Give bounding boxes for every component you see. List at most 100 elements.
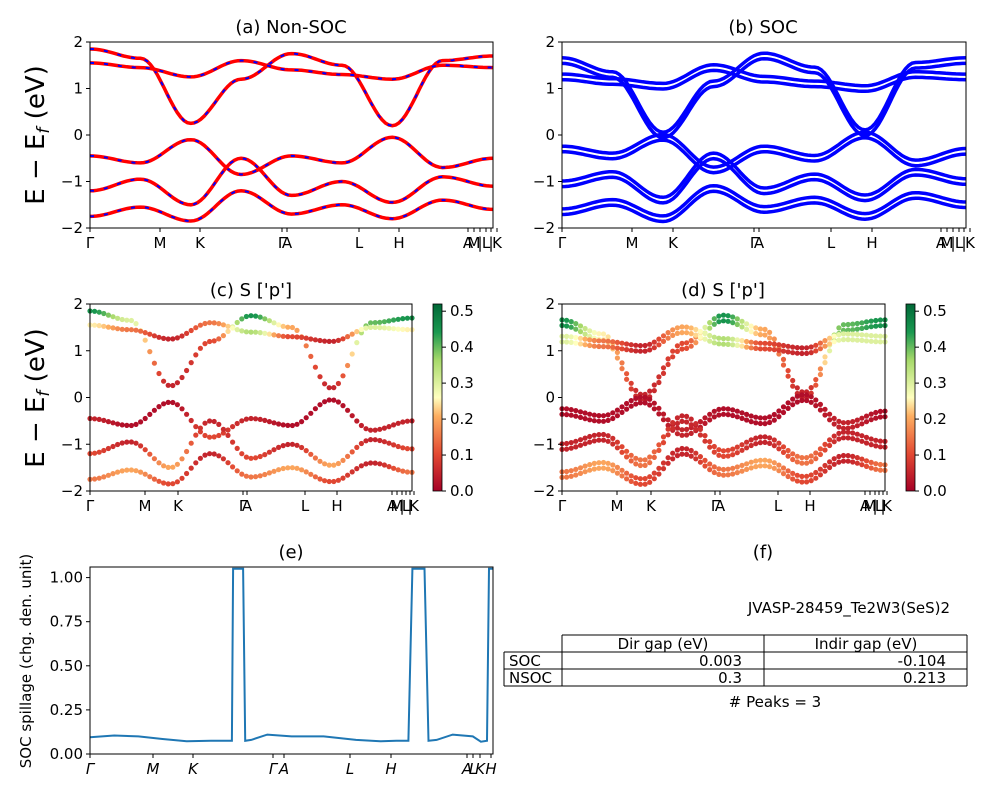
projection-point: [610, 344, 616, 350]
projection-point: [868, 338, 874, 344]
projection-point: [831, 333, 837, 339]
projection-point: [725, 341, 731, 347]
projection-point: [877, 323, 884, 329]
projection-point: [564, 317, 570, 323]
projection-point: [568, 412, 574, 418]
projection-point: [651, 470, 657, 476]
projection-point: [614, 339, 621, 345]
projection-point: [771, 347, 777, 353]
projection-point: [253, 455, 259, 461]
projection-point: [610, 462, 616, 468]
projection-point: [716, 466, 722, 472]
projection-point: [266, 318, 272, 324]
projection-point: [877, 438, 884, 444]
projection-point: [780, 356, 787, 362]
projection-point: [817, 472, 824, 478]
projection-point: [845, 435, 851, 441]
projection-point: [827, 335, 833, 341]
projection-point: [739, 410, 745, 416]
colorbar-tick-label: 0.3: [450, 374, 474, 392]
projection-point: [381, 325, 387, 331]
x-tick-label: M: [154, 234, 167, 252]
projection-point: [748, 345, 754, 351]
projection-point: [110, 314, 116, 320]
projection-point: [785, 368, 791, 374]
panel-e-title: (e): [278, 542, 303, 563]
projection-point: [591, 412, 597, 418]
projection-point: [813, 450, 819, 456]
projection-point: [372, 320, 378, 326]
projection-point: [294, 442, 300, 448]
projection-point: [859, 438, 865, 444]
projection-point: [651, 476, 657, 482]
projection-point: [161, 335, 167, 341]
projection-point: [322, 399, 328, 405]
projection-point: [850, 436, 856, 442]
projection-point: [670, 354, 676, 360]
projection-point: [614, 445, 621, 451]
projection-point: [303, 448, 309, 454]
projection-point: [345, 472, 351, 478]
projection-point: [377, 426, 383, 432]
projection-point: [836, 325, 842, 331]
projection-point: [693, 340, 699, 346]
x-tick-label: K: [173, 497, 184, 515]
projection-point: [790, 470, 796, 476]
table-cell: 0.213: [903, 669, 946, 687]
projection-point: [614, 345, 621, 351]
projection-point: [845, 321, 851, 328]
projection-point: [785, 468, 791, 474]
projection-point: [859, 332, 865, 338]
projection-point: [170, 481, 176, 487]
projection-point: [637, 481, 644, 487]
projection-point: [804, 455, 810, 461]
projection-point: [133, 468, 139, 474]
projection-point: [734, 337, 740, 343]
projection-point: [767, 340, 773, 347]
projection-point: [179, 333, 185, 339]
projection-point: [716, 412, 722, 418]
projection-point: [386, 464, 392, 470]
projection-point: [372, 427, 378, 433]
x-tick-label: K: [646, 497, 657, 515]
y-tick-label: 0.50: [50, 657, 83, 675]
projection-point: [354, 466, 360, 472]
projection-point: [771, 417, 777, 423]
projection-point: [239, 471, 245, 477]
projection-point: [377, 461, 383, 467]
projection-point: [248, 474, 254, 480]
projection-point: [780, 444, 787, 450]
projection-point: [188, 417, 194, 424]
projection-point: [642, 476, 648, 482]
projection-point: [790, 383, 796, 389]
projection-point: [628, 458, 634, 464]
x-tick-label: Γ: [86, 760, 96, 778]
projection-point: [808, 394, 814, 400]
projection-point: [817, 407, 824, 413]
table-cell: -0.104: [898, 652, 946, 670]
projection-point: [794, 472, 800, 478]
projection-point: [716, 447, 722, 453]
projection-point: [404, 418, 410, 424]
projection-point: [693, 421, 699, 427]
projection-point: [289, 441, 295, 447]
projection-point: [322, 461, 328, 467]
projection-point: [207, 320, 213, 326]
projection-point: [628, 478, 634, 484]
projection-point: [762, 415, 768, 421]
projection-point: [289, 422, 295, 429]
projection-point: [138, 469, 144, 475]
projection-point: [850, 419, 856, 425]
projection-point: [679, 432, 685, 438]
projection-point: [794, 478, 800, 484]
projection-point: [697, 459, 704, 465]
projection-point: [386, 325, 392, 331]
projection-point: [591, 466, 597, 472]
projection-point: [225, 432, 231, 438]
colorbar-tick-label: 0.4: [450, 338, 474, 356]
x-tick-label: M: [864, 497, 877, 515]
y-tick-label: −1: [61, 173, 83, 191]
projection-point: [170, 399, 176, 406]
projection-point: [647, 454, 653, 460]
projection-point: [817, 451, 824, 458]
